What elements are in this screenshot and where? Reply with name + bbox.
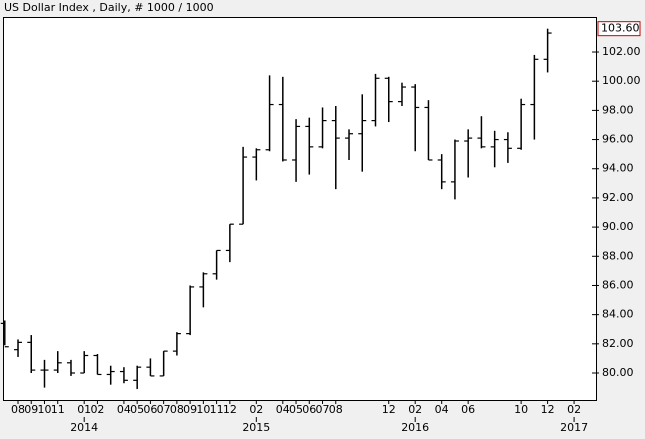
x-tick-label: 10: [37, 403, 51, 416]
chart-title: US Dollar Index , Daily, # 1000 / 1000: [4, 1, 214, 14]
x-tick-label: 05: [130, 403, 144, 416]
x-tick-label: 06: [143, 403, 157, 416]
x-tick-label: 12: [223, 403, 237, 416]
y-tick-label: 80.00: [602, 366, 634, 379]
x-tick-label: 10: [514, 403, 528, 416]
x-tick-label: 12: [382, 403, 396, 416]
x-tick-label: 04: [276, 403, 290, 416]
y-tick-label: 94.00: [602, 162, 634, 175]
x-tick-label: 09: [24, 403, 38, 416]
x-tick-label: 04: [117, 403, 131, 416]
x-tick-label: 10: [196, 403, 210, 416]
x-tick-label: 05: [289, 403, 303, 416]
x-tick-label: 07: [316, 403, 330, 416]
x-tick-label: 09: [183, 403, 197, 416]
y-tick-label: 98.00: [602, 103, 634, 116]
x-tick-label: 02: [90, 403, 104, 416]
last-value-box: [597, 21, 641, 37]
y-tick-label: 92.00: [602, 191, 634, 204]
plot-area: [3, 17, 597, 401]
x-tick-label: 07: [157, 403, 171, 416]
x-tick-label: 06: [461, 403, 475, 416]
y-tick-label: 90.00: [602, 220, 634, 233]
x-tick-label: 08: [11, 403, 25, 416]
y-tick-label: 86.00: [602, 278, 634, 291]
x-tick-label: 01: [77, 403, 91, 416]
x-tick-label: 08: [170, 403, 184, 416]
x-tick-label: 11: [210, 403, 224, 416]
x-tick-label: 02: [567, 403, 581, 416]
year-label: 2014: [70, 421, 98, 434]
x-tick-label: 02: [249, 403, 263, 416]
x-tick-label: 11: [51, 403, 65, 416]
last-value-label: 103.60: [601, 22, 640, 35]
y-tick-label: 100.00: [602, 74, 641, 87]
y-tick-label: 84.00: [602, 308, 634, 321]
x-tick-label: 06: [302, 403, 316, 416]
x-tick-label: 02: [408, 403, 422, 416]
x-tick-label: 04: [435, 403, 449, 416]
x-tick-label: 08: [329, 403, 343, 416]
y-tick-label: 96.00: [602, 133, 634, 146]
year-label: 2015: [242, 421, 270, 434]
y-tick-label: 88.00: [602, 249, 634, 262]
x-tick-label: 12: [541, 403, 555, 416]
y-tick-label: 82.00: [602, 337, 634, 350]
y-tick-label: 102.00: [602, 45, 641, 58]
year-label: 2017: [560, 421, 588, 434]
year-label: 2016: [401, 421, 429, 434]
